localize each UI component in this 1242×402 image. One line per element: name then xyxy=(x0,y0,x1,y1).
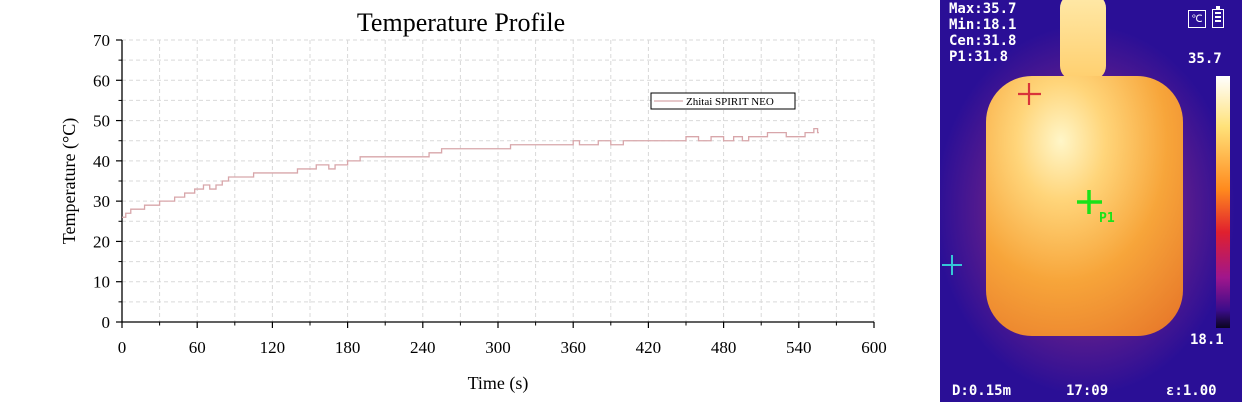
y-tick-label: 50 xyxy=(93,112,110,131)
chart-area: Temperature Profile 0 60 120 180 240 300 360 42… xyxy=(59,8,887,394)
x-tick-label: 360 xyxy=(560,338,586,357)
thermal-image xyxy=(940,0,1242,402)
y-tick-label: 0 xyxy=(102,313,111,332)
min-marker-icon xyxy=(942,255,962,275)
thermal-camera-panel: Max:35.7 Min:18.1 Cen:31.8 P1:31.8 ℃ 35.… xyxy=(940,0,1242,402)
y-tick-label: 60 xyxy=(93,71,110,90)
x-tick-label: 300 xyxy=(485,338,511,357)
y-tick-label: 40 xyxy=(93,152,110,171)
device-body xyxy=(986,76,1183,336)
x-axis-label: Time (s) xyxy=(468,373,529,394)
color-scale-bar xyxy=(1216,76,1230,328)
temperature-readouts: Max:35.7 Min:18.1 Cen:31.8 P1:31.8 xyxy=(949,1,1016,65)
x-tick-label: 240 xyxy=(410,338,436,357)
y-tick-label: 20 xyxy=(93,232,110,251)
time-readout: 17:09 xyxy=(1066,383,1109,399)
legend-box xyxy=(650,92,796,110)
point-label: P1 xyxy=(1099,211,1115,226)
x-tick-label: 600 xyxy=(861,338,887,357)
x-tick-label: 480 xyxy=(711,338,737,357)
scale-max-label: 35.7 xyxy=(1188,51,1222,67)
y-tick-label: 30 xyxy=(93,192,110,211)
point-readout: P1:31.8 xyxy=(949,49,1009,65)
temperature-unit-icon: ℃ xyxy=(1188,10,1206,28)
y-axis-label: Temperature (°C) xyxy=(59,118,80,244)
min-readout: Min:18.1 xyxy=(949,17,1017,33)
chart-legend: Zhitai SPIRIT NEO xyxy=(650,92,796,110)
max-marker-icon xyxy=(1018,83,1041,105)
temperature-chart: Temperature Profile 0 60 120 180 240 300 360 42… xyxy=(59,8,887,394)
x-tick-label: 60 xyxy=(189,338,206,357)
point-marker-icon xyxy=(1077,190,1102,214)
center-readout: Cen:31.8 xyxy=(949,33,1017,49)
device-neck xyxy=(1060,0,1106,80)
scale-min-label: 18.1 xyxy=(1190,332,1224,348)
series-line xyxy=(122,127,819,218)
chart-grid xyxy=(122,39,875,322)
x-tick-label: 180 xyxy=(335,338,361,357)
y-tick-label: 70 xyxy=(93,31,110,50)
chart-title: Temperature Profile xyxy=(357,8,565,37)
chart-ticks: 0 60 120 180 240 300 360 420 480 540 600 0 10 20 30 40 5… xyxy=(93,31,887,357)
x-tick-label: 540 xyxy=(786,338,812,357)
battery-icon xyxy=(1212,6,1224,28)
x-tick-label: 420 xyxy=(636,338,662,357)
x-tick-label: 0 xyxy=(118,338,127,357)
x-tick-label: 120 xyxy=(260,338,286,357)
max-readout: Max:35.7 xyxy=(949,1,1017,17)
distance-readout: D:0.15m xyxy=(952,383,1012,399)
legend-label: Zhitai SPIRIT NEO xyxy=(686,96,774,108)
y-tick-label: 10 xyxy=(93,273,110,292)
emissivity-readout: ε:1.00 xyxy=(1166,383,1217,399)
